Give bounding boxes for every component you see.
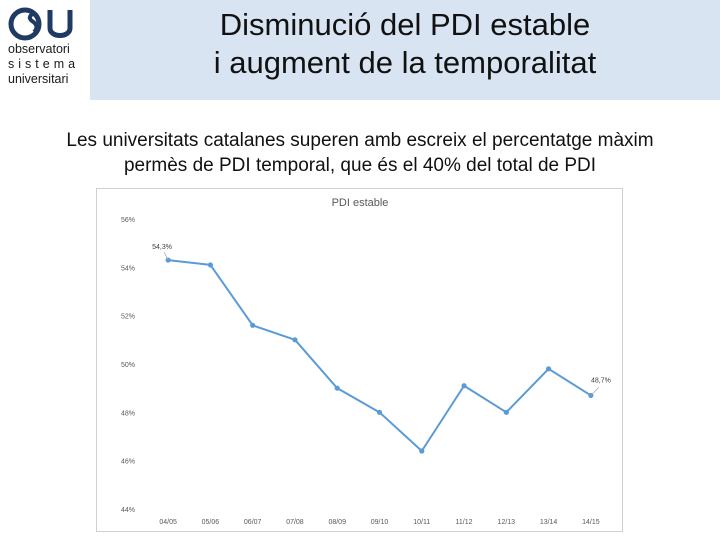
data-point <box>250 322 256 328</box>
osu-logo: observatori sistema universitari <box>0 0 90 100</box>
data-point <box>545 366 552 372</box>
title-banner <box>90 0 720 100</box>
y-tick-label: 50% <box>121 362 135 369</box>
data-point <box>461 383 467 389</box>
data-label: 48,7% <box>591 377 611 384</box>
slide-title: Disminució del PDI estable i augment de … <box>90 6 720 82</box>
slide-subtitle-line-1: Les universitats catalanes superen amb e… <box>66 130 654 151</box>
x-tick-label: 09/10 <box>371 519 389 526</box>
chart-title: PDI estable <box>332 197 389 209</box>
x-tick-label: 11/12 <box>456 519 473 526</box>
data-point <box>419 448 425 454</box>
y-tick-label: 56% <box>121 217 135 224</box>
data-point <box>292 337 298 343</box>
y-tick-label: 48% <box>121 410 135 417</box>
data-point <box>207 262 214 268</box>
x-tick-label: 10/11 <box>413 519 430 526</box>
data-label: 54,3% <box>152 244 172 251</box>
data-point <box>503 409 509 415</box>
series-line <box>168 259 592 452</box>
x-tick-label: 14/15 <box>582 519 600 526</box>
slide-title-line-1: Disminució del PDI estable <box>219 7 591 42</box>
data-label-leader <box>163 251 169 261</box>
logo-text-universitari: universitari <box>8 72 69 86</box>
data-point <box>376 409 383 415</box>
logo-text-observatori: observatori <box>8 42 70 56</box>
x-tick-label: 05/06 <box>202 519 220 526</box>
chart-container: PDI estable 56% 54% 52% 50% 48% 46% 44% 04/05 05… <box>96 188 623 532</box>
data-point <box>334 385 340 391</box>
y-tick-label: 44% <box>121 507 135 514</box>
slide-subtitle: Les universitats catalanes superen amb e… <box>10 128 710 178</box>
slide-title-line-2: i augment de la temporalitat <box>213 45 597 80</box>
y-tick-label: 46% <box>121 459 135 466</box>
y-tick-label: 52% <box>121 314 135 321</box>
data-point <box>165 257 171 263</box>
x-tick-label: 08/09 <box>328 519 346 526</box>
data-label-leader <box>590 387 600 396</box>
x-tick-label: 07/08 <box>286 519 304 526</box>
x-tick-label: 12/13 <box>498 519 516 526</box>
x-tick-label: 13/14 <box>540 519 558 526</box>
y-tick-label: 54% <box>121 265 135 272</box>
x-tick-label: 06/07 <box>244 519 262 526</box>
slide-subtitle-line-2: permès de PDI temporal, que és el 40% de… <box>123 155 597 176</box>
line-chart: PDI estable 56% 54% 52% 50% 48% 46% 44% 04/05 05… <box>121 197 611 526</box>
x-tick-label: 04/05 <box>159 519 177 526</box>
osu-logo-mark <box>8 7 73 41</box>
logo-text-sistema: sistema <box>8 57 80 71</box>
